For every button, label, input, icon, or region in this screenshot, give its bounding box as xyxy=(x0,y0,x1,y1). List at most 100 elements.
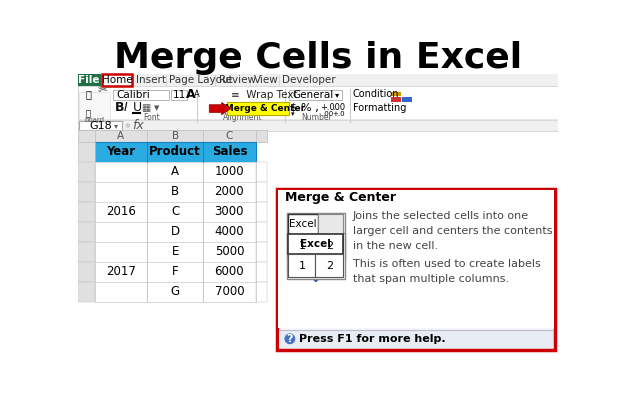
Text: Developer: Developer xyxy=(282,75,335,85)
Bar xyxy=(148,130,203,142)
Bar xyxy=(203,162,255,182)
Text: board: board xyxy=(84,117,105,123)
Text: F: F xyxy=(172,265,179,278)
Text: ✂: ✂ xyxy=(97,84,107,98)
Bar xyxy=(286,213,345,259)
Bar xyxy=(286,232,345,279)
Text: Excel: Excel xyxy=(300,239,331,249)
Text: D: D xyxy=(170,225,180,238)
Text: Sales: Sales xyxy=(211,145,247,158)
Text: E: E xyxy=(172,245,179,258)
Text: +.0: +.0 xyxy=(321,103,335,112)
Text: Insert: Insert xyxy=(136,75,166,85)
Bar xyxy=(391,92,401,96)
Text: A: A xyxy=(171,165,179,178)
Bar xyxy=(278,189,555,349)
Text: File: File xyxy=(78,75,100,85)
Text: ▾: ▾ xyxy=(281,104,286,113)
Bar xyxy=(288,214,317,234)
Circle shape xyxy=(125,123,130,128)
Bar xyxy=(78,120,558,131)
Bar xyxy=(203,242,255,262)
Bar xyxy=(78,262,267,282)
Text: Merge & Center: Merge & Center xyxy=(285,191,396,204)
Text: Page Layout: Page Layout xyxy=(169,75,232,85)
Bar xyxy=(278,190,554,328)
Bar xyxy=(148,162,203,182)
Text: I: I xyxy=(124,101,128,114)
Bar xyxy=(288,234,316,257)
Bar xyxy=(203,282,255,302)
Bar xyxy=(288,254,316,277)
Text: +.0: +.0 xyxy=(332,111,345,117)
Bar xyxy=(78,282,267,302)
Bar xyxy=(255,262,267,282)
Bar xyxy=(79,92,110,122)
Bar xyxy=(317,214,343,234)
Bar xyxy=(148,262,203,282)
Text: View: View xyxy=(254,75,278,85)
FancyArrow shape xyxy=(210,102,231,115)
Bar xyxy=(78,202,94,222)
Text: 3000: 3000 xyxy=(215,205,244,218)
Text: Font: Font xyxy=(143,113,161,123)
Text: Joins the selected cells into one
larger cell and centers the contents
in the ne: Joins the selected cells into one larger… xyxy=(353,211,552,251)
Text: 2016: 2016 xyxy=(106,205,136,218)
Bar xyxy=(288,234,343,254)
Text: 📋: 📋 xyxy=(86,89,91,99)
Text: Review: Review xyxy=(219,75,255,85)
Text: B: B xyxy=(171,185,179,198)
Text: Formatting: Formatting xyxy=(353,103,406,113)
Bar xyxy=(255,242,267,262)
Bar xyxy=(148,182,203,202)
Bar xyxy=(94,142,255,162)
Text: Condition: Condition xyxy=(353,89,399,99)
Text: General: General xyxy=(292,90,334,100)
Text: Year: Year xyxy=(107,145,135,158)
Text: 5000: 5000 xyxy=(215,245,244,258)
Text: G18: G18 xyxy=(89,121,112,131)
Bar xyxy=(78,142,94,162)
Bar xyxy=(227,102,289,115)
Bar xyxy=(391,97,401,101)
Text: %: % xyxy=(301,103,311,113)
Bar xyxy=(78,242,267,262)
Bar xyxy=(203,202,255,222)
Bar xyxy=(94,242,148,262)
Text: .00: .00 xyxy=(322,111,334,117)
Bar xyxy=(78,222,94,242)
Text: 4000: 4000 xyxy=(215,225,244,238)
Bar xyxy=(148,282,203,302)
Text: .00: .00 xyxy=(332,103,345,112)
Text: ▾: ▾ xyxy=(335,90,339,99)
Text: ≡  Wrap Text: ≡ Wrap Text xyxy=(231,90,298,100)
Text: fx: fx xyxy=(132,119,144,132)
Text: C: C xyxy=(226,131,233,141)
Text: 1: 1 xyxy=(298,261,306,271)
Bar xyxy=(79,121,122,130)
Bar xyxy=(78,202,267,222)
Bar xyxy=(78,130,94,142)
Bar xyxy=(78,86,558,125)
Bar xyxy=(279,330,554,348)
Text: 1: 1 xyxy=(298,241,306,251)
Bar xyxy=(94,130,148,142)
Text: A: A xyxy=(194,90,200,99)
Bar xyxy=(78,182,267,202)
Bar xyxy=(78,162,267,182)
Text: Number: Number xyxy=(301,113,332,123)
Text: Alignment: Alignment xyxy=(223,113,262,123)
Text: A: A xyxy=(186,88,195,101)
Bar xyxy=(148,222,203,242)
Bar xyxy=(94,162,148,182)
Bar xyxy=(78,74,558,86)
Bar xyxy=(203,130,255,142)
Text: B: B xyxy=(172,131,179,141)
Text: 2: 2 xyxy=(326,261,333,271)
Text: Product: Product xyxy=(149,145,201,158)
Text: ,: , xyxy=(315,101,319,114)
Bar xyxy=(255,282,267,302)
Bar xyxy=(78,262,94,282)
Bar xyxy=(78,182,94,202)
Bar xyxy=(203,182,255,202)
